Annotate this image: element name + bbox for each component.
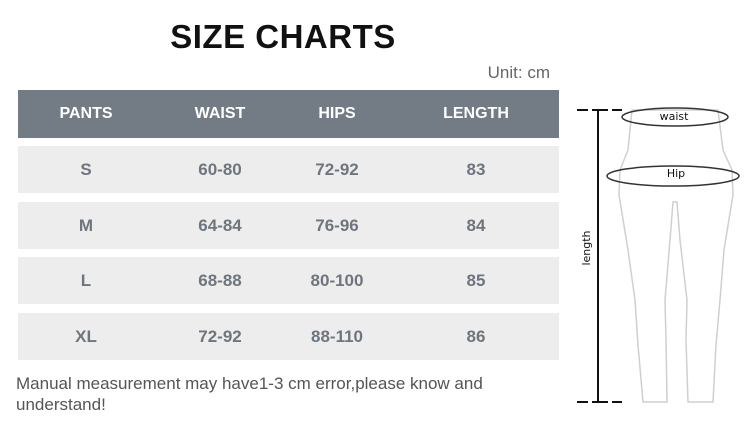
hip-label: Hip [667, 167, 685, 180]
page-title: SIZE CHARTS [170, 18, 396, 55]
waist-cell: 60-80 [198, 159, 242, 179]
table-header: PANTS WAIST HIPS LENGTH [18, 90, 559, 138]
size-cell: XL [75, 326, 97, 346]
table-row: L 68-88 80-100 85 [18, 257, 559, 304]
length-cell: 86 [466, 326, 486, 346]
hips-cell: 80-100 [310, 270, 364, 290]
length-cell: 84 [466, 215, 486, 235]
table-row: M 64-84 76-96 84 [18, 202, 559, 249]
length-label: length [580, 230, 593, 265]
hips-cell: 72-92 [315, 159, 359, 179]
size-cell: M [78, 215, 94, 235]
hip-ellipse [606, 165, 740, 187]
waist-ellipse [621, 107, 729, 127]
header-waist: WAIST [194, 105, 246, 122]
size-cell: L [80, 270, 92, 290]
waist-cell: 72-92 [198, 326, 242, 346]
header-pants: PANTS [59, 105, 113, 122]
waist-cell: 64-84 [198, 215, 242, 235]
hips-cell: 76-96 [315, 215, 359, 235]
size-cell: S [80, 159, 92, 179]
length-cell: 85 [466, 270, 486, 290]
table-row: XL 72-92 88-110 86 [18, 313, 559, 360]
waist-cell: 68-88 [198, 270, 242, 290]
measurement-note: Manual measurement may have1-3 cm error,… [16, 374, 483, 414]
unit-label: Unit: cm [487, 63, 550, 82]
waist-label: waist [660, 110, 690, 123]
hips-cell: 88-110 [311, 326, 363, 346]
table-row: S 60-80 72-92 83 [18, 146, 559, 193]
leggings-outline [618, 109, 734, 403]
header-hips: HIPS [318, 105, 356, 122]
length-line [577, 109, 622, 403]
header-length: LENGTH [443, 105, 509, 122]
length-cell: 83 [466, 159, 486, 179]
